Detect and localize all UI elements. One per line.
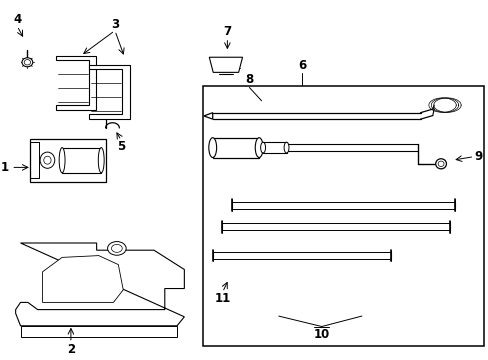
Ellipse shape [255,138,263,158]
Polygon shape [16,243,184,326]
Text: 6: 6 [298,59,305,72]
Bar [62,148,101,173]
Bar [263,142,286,153]
Ellipse shape [40,152,55,168]
Text: 11: 11 [214,292,230,305]
Ellipse shape [435,159,446,169]
Polygon shape [203,113,212,119]
Text: 1: 1 [0,161,9,174]
Polygon shape [42,256,123,302]
Ellipse shape [107,242,126,255]
Bar [212,138,259,158]
Text: 5: 5 [117,140,125,153]
Text: 9: 9 [473,150,482,163]
Ellipse shape [98,148,104,173]
Ellipse shape [437,161,443,166]
Text: 8: 8 [245,73,253,86]
Ellipse shape [260,142,265,153]
Bar [30,139,106,182]
Ellipse shape [284,142,288,153]
Polygon shape [20,326,177,337]
Ellipse shape [44,156,51,164]
Bar [203,86,483,346]
Ellipse shape [24,60,30,65]
Ellipse shape [22,58,33,67]
Polygon shape [56,56,96,110]
Polygon shape [209,57,242,72]
Text: 10: 10 [313,328,329,341]
Text: 7: 7 [223,25,231,38]
Ellipse shape [208,138,216,158]
Text: 4: 4 [13,13,21,26]
Polygon shape [89,65,129,119]
Text: 2: 2 [67,343,75,356]
Text: 3: 3 [111,18,119,31]
Ellipse shape [59,148,65,173]
Ellipse shape [111,244,122,252]
